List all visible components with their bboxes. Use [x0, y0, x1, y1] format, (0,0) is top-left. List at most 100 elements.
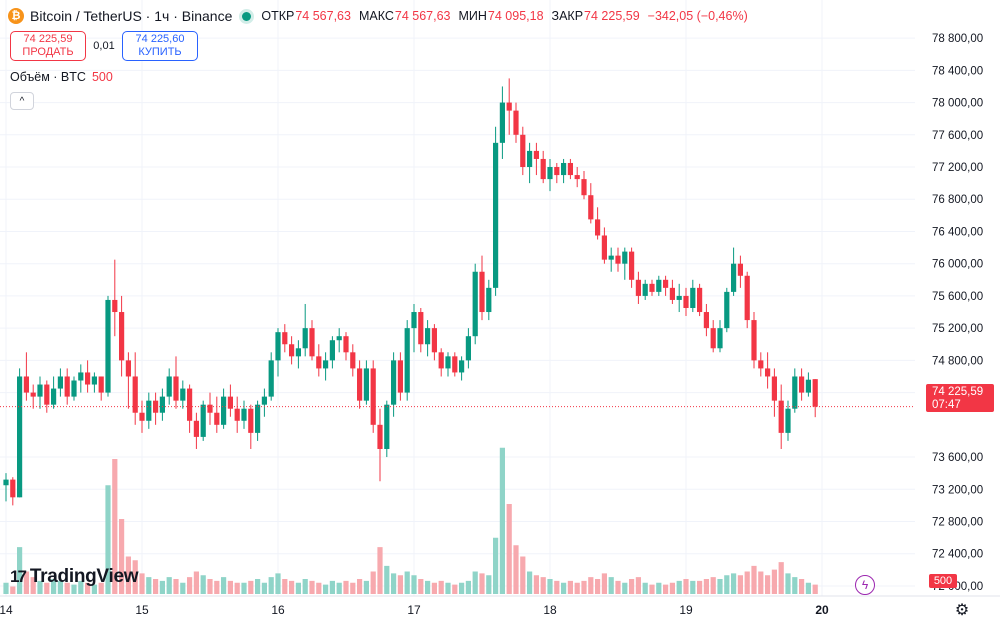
- volume-bar: [323, 584, 329, 594]
- volume-bar: [629, 579, 635, 594]
- buy-button[interactable]: 74 225,60 КУПИТЬ: [122, 31, 198, 61]
- volume-bar: [343, 580, 349, 594]
- volume-legend[interactable]: Объём · BTC 500: [10, 70, 113, 84]
- lightning-icon[interactable]: ϟ: [855, 575, 875, 595]
- symbol-title[interactable]: Bitcoin / TetherUS · 1ч · Binance: [30, 8, 233, 24]
- candle-body: [275, 332, 281, 361]
- price-axis[interactable]: 78 800,00 78 400,00 78 000,00 77 600,00 77 2…: [932, 33, 983, 593]
- candle-body: [227, 396, 233, 409]
- volume-bar: [751, 565, 757, 594]
- candle-body: [778, 400, 784, 433]
- volume-bar: [10, 586, 16, 594]
- candle-body: [37, 384, 43, 397]
- time-tick-label: 16: [271, 603, 285, 617]
- volume-bar: [302, 579, 308, 594]
- candle-body: [282, 332, 288, 345]
- volume-bar: [595, 579, 601, 594]
- gear-icon[interactable]: ⚙: [954, 602, 970, 619]
- volume-bar: [812, 584, 818, 594]
- candle-body: [363, 368, 369, 401]
- price-tick-label: 76 400,00: [932, 226, 983, 238]
- volume-bar: [554, 580, 560, 594]
- candle-body: [3, 479, 9, 486]
- candle-body: [125, 360, 131, 377]
- volume-bar: [649, 584, 655, 594]
- volume-bar: [799, 579, 805, 594]
- price-tick-label: 74 800,00: [932, 355, 983, 367]
- low-label: МИН: [458, 9, 487, 23]
- time-axis[interactable]: 14 15 16 17 18 19 20: [0, 603, 829, 617]
- candle-body: [697, 287, 703, 313]
- volume-bar: [588, 577, 594, 594]
- volume-bar: [513, 545, 519, 594]
- volume-bar: [445, 582, 451, 594]
- volume-bar: [465, 580, 471, 594]
- candle-body: [506, 102, 512, 111]
- candle-body: [656, 279, 662, 292]
- volume-bar: [676, 580, 682, 594]
- volume-bar: [472, 571, 478, 594]
- volume-bar: [57, 580, 63, 594]
- candle-body: [404, 328, 410, 393]
- volume-bar: [397, 575, 403, 594]
- candle-body: [812, 379, 818, 407]
- price-tick-label: 75 200,00: [932, 323, 983, 335]
- volume-bar: [30, 577, 36, 594]
- candle-body: [207, 404, 213, 413]
- candle-body: [588, 195, 594, 220]
- sell-price: 74 225,59: [23, 33, 73, 45]
- volume-bar: [683, 579, 689, 594]
- candle-body: [377, 424, 383, 449]
- close-label: ЗАКР: [551, 9, 584, 23]
- volume-bar: [261, 582, 267, 594]
- volume-bar: [255, 579, 261, 594]
- candle-body: [459, 360, 465, 373]
- chevron-up-icon[interactable]: ^: [10, 92, 34, 110]
- volume-bar: [85, 582, 91, 594]
- volume-bar: [17, 547, 23, 594]
- candle-body: [792, 376, 798, 409]
- volume-bar: [377, 547, 383, 594]
- candle-body: [499, 102, 505, 143]
- bitcoin-icon[interactable]: ₿: [8, 8, 24, 24]
- volume-bar: [561, 582, 567, 594]
- volume-bar: [275, 573, 281, 594]
- volume-bar: [23, 571, 29, 594]
- sell-button[interactable]: 74 225,59 ПРОДАТЬ: [10, 31, 86, 61]
- candle-body: [241, 408, 247, 421]
- candle-body: [581, 179, 587, 196]
- high-value: 74 567,63: [394, 9, 451, 23]
- volume-bar: [697, 580, 703, 594]
- volume-bar: [486, 575, 492, 594]
- candle-body: [98, 376, 104, 393]
- volume-bar: [153, 579, 159, 594]
- candle-body: [533, 150, 539, 159]
- market-status-icon[interactable]: [242, 11, 252, 21]
- candle-body: [139, 412, 145, 421]
- price-tick-label: 75 600,00: [932, 291, 983, 303]
- last-price-value: 74 225,59: [932, 386, 984, 398]
- tradingview-logo[interactable]: 17 TradingView: [10, 566, 139, 588]
- candle-body: [649, 283, 655, 292]
- volume-bar: [771, 569, 777, 594]
- candle-body: [608, 255, 614, 260]
- volume-bar: [785, 573, 791, 594]
- volume-bar: [581, 580, 587, 594]
- candle-body: [425, 328, 431, 345]
- volume-bar: [717, 579, 723, 594]
- volume-bar: [527, 571, 533, 594]
- candle-body: [758, 360, 764, 369]
- candle-body: [71, 380, 77, 397]
- volume-bar: [731, 573, 737, 594]
- volume-bar: [493, 537, 499, 594]
- candle-body: [771, 376, 777, 401]
- candle-body: [153, 400, 159, 413]
- candle-body: [336, 336, 342, 341]
- candle-body: [540, 158, 546, 180]
- volume-bar: [214, 580, 220, 594]
- candle-body: [329, 340, 335, 361]
- price-tick-label: 73 600,00: [932, 452, 983, 464]
- volume-bar: [411, 575, 417, 594]
- volume-bar: [268, 577, 274, 594]
